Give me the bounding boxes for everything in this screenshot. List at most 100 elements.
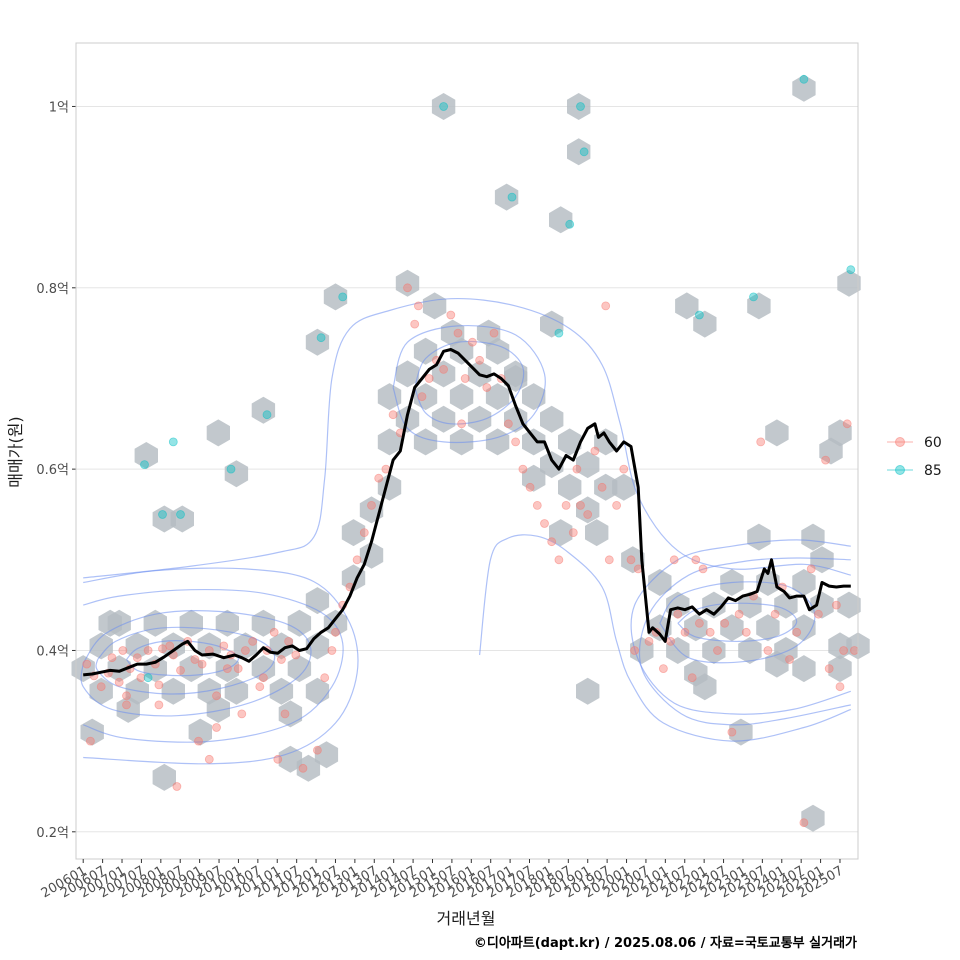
density-contour [95, 626, 276, 695]
hexbin-cell [197, 632, 221, 660]
point-85 [695, 310, 704, 320]
hexbin-cell [152, 763, 176, 791]
point-60 [554, 555, 564, 565]
point-60 [143, 646, 153, 655]
hexbin-cell [576, 451, 600, 479]
hexbin-cell [179, 609, 203, 637]
hexbin-cell [576, 677, 600, 705]
point-60 [212, 723, 221, 732]
hexbin-cell [792, 569, 816, 596]
point-60 [374, 473, 384, 483]
y-tick-label: 0.6억 [36, 463, 69, 478]
point-85 [579, 147, 589, 157]
point-60 [518, 464, 528, 474]
hexbin-cell [269, 677, 294, 705]
hexbin-cell [296, 754, 321, 782]
point-60 [212, 691, 221, 701]
point-60 [417, 392, 427, 402]
hexbin-cell [224, 460, 249, 488]
hexbin-cell [431, 405, 456, 433]
hexbin-cell [738, 637, 762, 664]
hexbin-cell [377, 383, 402, 411]
point-60 [273, 754, 283, 764]
point-85 [316, 333, 326, 343]
point-60 [107, 653, 117, 663]
point-60 [734, 609, 744, 619]
point-60 [525, 482, 535, 492]
hexbin-cell [89, 632, 113, 660]
density-contour [83, 567, 359, 765]
source-caption: ©디아파트(dapt.kr) / 2025.08.06 / 자료=국토교통부 실… [474, 935, 857, 951]
density-contour [638, 557, 851, 726]
point-85 [338, 292, 348, 302]
point-60 [835, 682, 845, 692]
hexbin-cell [693, 310, 717, 338]
point-60 [691, 555, 701, 565]
point-60 [839, 646, 848, 655]
y-tick-label: 1억 [49, 100, 69, 115]
hexbin-cell [467, 405, 492, 433]
hexbin-cell [675, 292, 699, 320]
trend-line-layer [83, 348, 851, 677]
point-60 [367, 500, 376, 510]
hexbin-cell [792, 614, 816, 642]
point-85 [158, 510, 167, 519]
point-60 [741, 627, 751, 637]
point-60 [248, 637, 258, 646]
point-60 [850, 646, 859, 655]
point-60 [832, 600, 841, 610]
point-60 [666, 637, 675, 646]
hexbin-cell [395, 360, 420, 388]
point-60 [511, 437, 520, 447]
hexbin-cell [323, 283, 348, 311]
point-60 [276, 655, 286, 664]
point-60 [799, 818, 809, 828]
point-60 [96, 682, 106, 692]
point-60 [713, 646, 722, 655]
hexbin-cell [89, 677, 113, 705]
point-60 [327, 646, 337, 655]
point-60 [695, 618, 704, 628]
hexbin-cell [801, 804, 825, 832]
hexbin-cell [485, 383, 510, 411]
point-60 [489, 328, 499, 338]
point-60 [561, 500, 571, 510]
point-60 [233, 664, 243, 673]
point-60 [439, 364, 449, 374]
point-60 [240, 646, 250, 655]
hexbin-cell [612, 473, 636, 501]
hexbin-cell [504, 405, 528, 433]
hexbin-cell [161, 677, 185, 705]
hexbin-cell [170, 505, 194, 533]
hexbin-cell [765, 419, 789, 447]
hexbin-cell [422, 292, 447, 320]
point-60 [705, 627, 715, 637]
hexbin-cell [576, 496, 600, 524]
point-60 [388, 410, 398, 420]
point-60 [806, 564, 816, 574]
point-60 [821, 455, 830, 465]
point-60 [540, 519, 549, 528]
hexbin-cell [413, 428, 438, 456]
hexbin-cell [116, 695, 140, 723]
point-60 [770, 609, 780, 619]
point-60 [669, 555, 679, 565]
point-60 [331, 627, 340, 637]
point-60 [352, 555, 362, 565]
point-85 [140, 460, 149, 470]
point-60 [619, 464, 629, 474]
hexbin-cell [233, 632, 258, 660]
point-60 [413, 301, 423, 311]
point-60 [222, 664, 232, 673]
point-60 [612, 500, 621, 510]
hexbin-cell [666, 591, 690, 619]
hexbin-cell [206, 419, 230, 447]
hexbin-cell [747, 292, 771, 320]
point-60 [172, 782, 182, 791]
hexbin-cell [738, 591, 762, 619]
density-contour [479, 534, 852, 742]
point-60 [590, 446, 600, 456]
y-axis-title: 매매가(원) [6, 416, 25, 487]
hexbin-cell [693, 673, 717, 701]
hexbin-cell [134, 442, 158, 469]
